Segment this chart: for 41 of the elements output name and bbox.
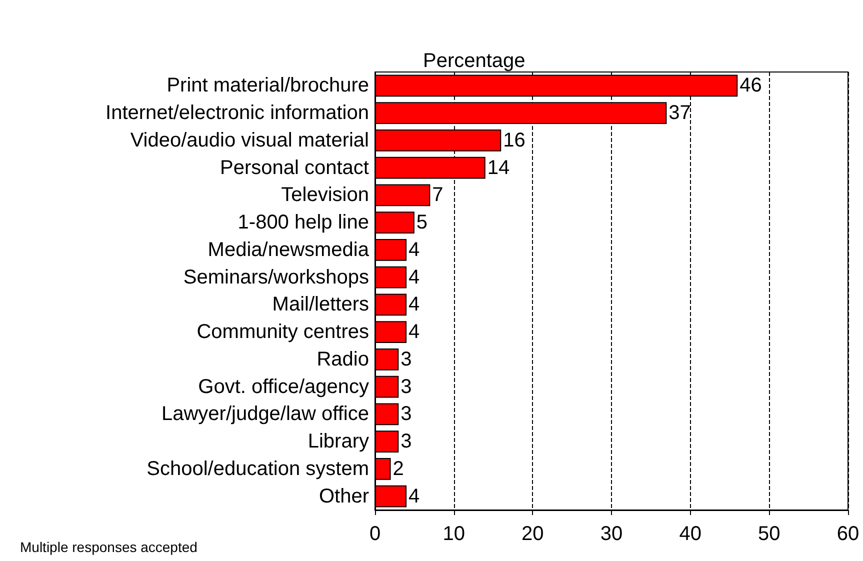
y-tick-label: Video/audio visual material (130, 129, 369, 152)
data-label: 2 (392, 458, 404, 480)
x-tick-label: 40 (679, 523, 702, 545)
x-tick-label: 0 (369, 523, 381, 545)
data-label: 14 (487, 156, 510, 179)
text: Multiple responses accepted (20, 539, 198, 555)
y-tick-label: Other (318, 485, 370, 508)
data-label: 37 (668, 102, 691, 124)
y-tick-label: Lawyer/judge/law office (161, 403, 369, 426)
y-tick-label: Print material/brochure (166, 74, 369, 97)
x-tick-label: 30 (600, 523, 623, 545)
y-tick-label: Library (308, 430, 369, 453)
data-label: 3 (400, 403, 412, 426)
data-label: 4 (408, 321, 420, 344)
x-tick-label: 60 (836, 523, 860, 545)
x-tick-label: 20 (522, 523, 544, 545)
y-tick-label: Seminars/workshops (183, 266, 369, 288)
data-label: 4 (408, 485, 420, 508)
data-label: 3 (400, 376, 412, 398)
y-tick-label: Community centres (196, 321, 369, 344)
x-tick-label: 50 (758, 523, 780, 545)
data-label: 4 (408, 238, 420, 261)
y-tick-label: Personal contact (220, 156, 370, 179)
data-label: 46 (740, 74, 762, 97)
chart-title: Percentage (423, 50, 526, 72)
y-tick-label: Govt. office/agency (198, 376, 369, 398)
data-label: 4 (408, 294, 420, 316)
y-tick-label: 1-800 help line (238, 212, 369, 234)
data-label: 4 (408, 266, 420, 288)
data-label: 7 (432, 184, 444, 206)
y-tick-label: Mail/letters (272, 294, 369, 316)
data-label: 5 (416, 212, 428, 234)
data-label: 3 (400, 348, 412, 370)
y-tick-label: Media/newsmedia (208, 238, 370, 261)
y-tick-label: Television (281, 184, 369, 206)
x-tick-label: 10 (442, 523, 465, 545)
y-tick-label: Radio (316, 348, 369, 370)
data-label: 3 (400, 430, 412, 453)
y-tick-label: School/education system (146, 458, 369, 480)
y-tick-label: Internet/electronic information (106, 102, 369, 124)
data-label: 16 (503, 129, 526, 152)
